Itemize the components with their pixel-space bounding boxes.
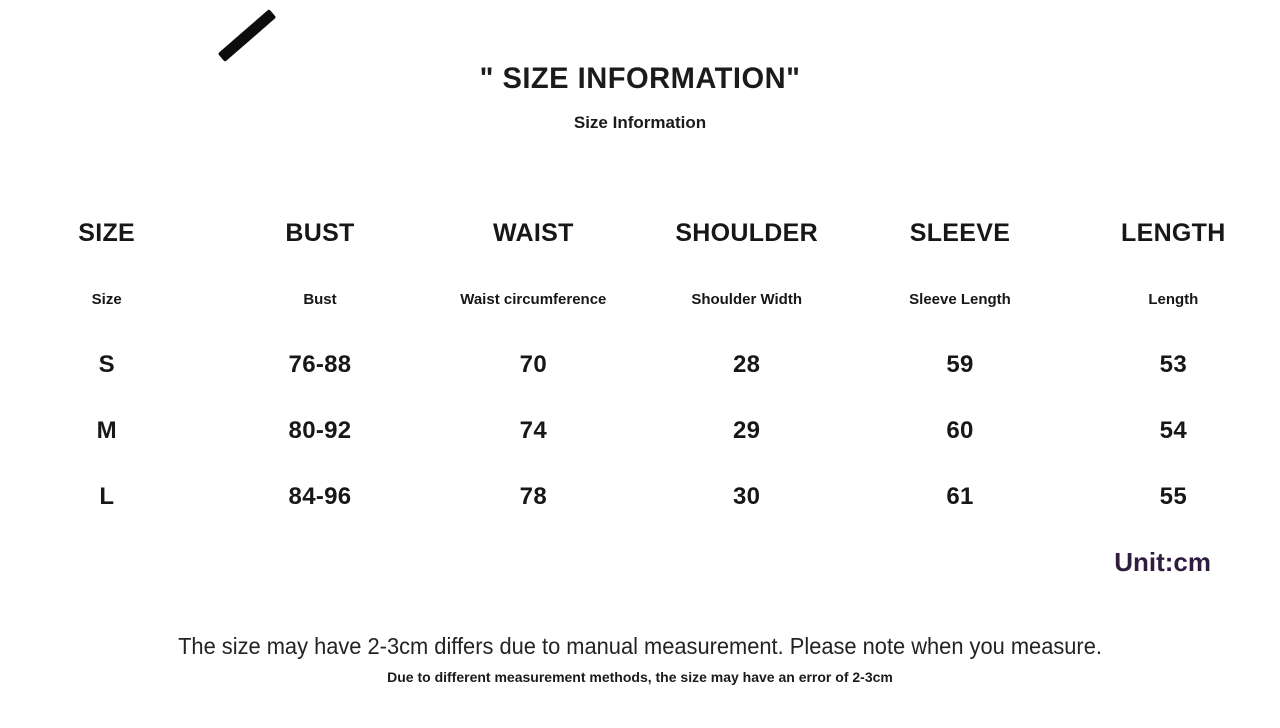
row-s-sleeve: 59: [946, 351, 974, 378]
row-m-shoulder: 29: [733, 417, 761, 444]
row-l-bust: 84-96: [288, 483, 352, 510]
column-header-bust: BUST: [285, 218, 355, 247]
row-l-sleeve: 61: [946, 483, 974, 510]
row-s-shoulder: 28: [733, 351, 761, 378]
row-m-length: 54: [1159, 417, 1187, 444]
row-m-size-label: M: [96, 417, 117, 444]
row-m-bust: 80-92: [288, 417, 352, 444]
measurement-note-secondary: Due to different measurement methods, th…: [387, 669, 893, 685]
column-subheader-size: Size: [91, 290, 122, 308]
row-m-sleeve: 60: [946, 417, 974, 444]
row-s-size-label: S: [98, 351, 115, 378]
row-m-waist: 74: [519, 417, 547, 444]
size-table: SIZE BUST WAIST SHOULDER SLEEVE LENGTH S…: [0, 200, 1280, 530]
column-subheader-length: Length: [1148, 290, 1199, 308]
row-l-size-label: L: [99, 483, 114, 510]
column-header-sleeve: SLEEVE: [909, 218, 1011, 247]
column-header-size: SIZE: [78, 218, 136, 247]
page-subtitle: Size Information: [573, 113, 707, 132]
measurement-note-primary: The size may have 2-3cm differs due to m…: [178, 633, 1102, 659]
row-s-length: 53: [1159, 351, 1187, 378]
column-subheader-waist: Waist circumference: [460, 290, 607, 308]
column-subheader-bust: Bust: [303, 290, 337, 308]
row-l-shoulder: 30: [733, 483, 761, 510]
column-header-waist: WAIST: [492, 218, 574, 247]
column-header-shoulder: SHOULDER: [675, 218, 818, 247]
brush-stroke-icon: [217, 9, 277, 62]
row-l-length: 55: [1159, 483, 1187, 510]
column-header-length: LENGTH: [1121, 218, 1226, 247]
unit-label: Unit:cm: [1114, 547, 1211, 577]
page-title: " SIZE INFORMATION": [479, 62, 801, 95]
column-subheader-shoulder: Shoulder Width: [691, 290, 802, 308]
row-l-waist: 78: [519, 483, 547, 510]
row-s-waist: 70: [519, 351, 547, 378]
row-s-bust: 76-88: [288, 351, 352, 378]
column-subheader-sleeve: Sleeve Length: [909, 290, 1011, 308]
